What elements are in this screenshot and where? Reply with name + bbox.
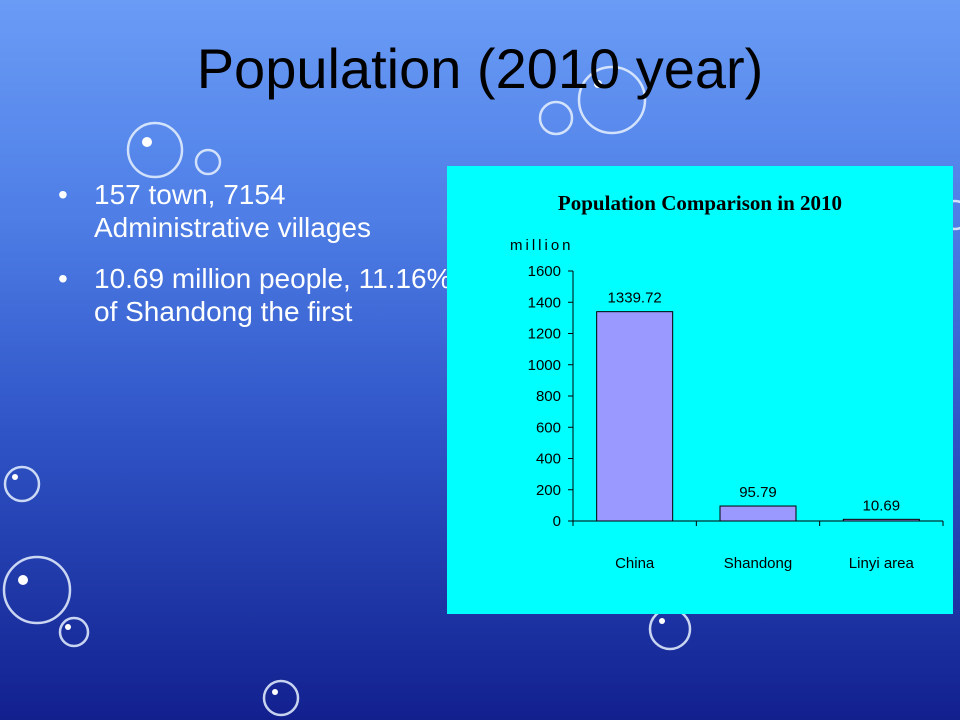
y-tick-label: 600 (536, 419, 561, 436)
bullet-dot: • (58, 179, 68, 210)
chart-title: Population Comparison in 2010 (558, 191, 842, 215)
data-label: 10.69 (863, 497, 901, 514)
slide-title: Population (2010 year) (196, 37, 764, 100)
x-tick-label: Linyi area (849, 555, 915, 572)
bullet-text: 10.69 million people, 11.16% of Shandong… (94, 263, 452, 327)
y-tick-label: 1000 (528, 357, 561, 374)
data-label: 95.79 (739, 484, 777, 501)
bar-0 (596, 311, 674, 522)
y-tick-label: 0 (553, 513, 561, 530)
bullet-item: • 10.69 million people, 11.16% of Shandon… (58, 262, 458, 328)
x-tick-label: Shandong (724, 555, 792, 572)
chart-panel: Population Comparison in 2010 million 0 200… (447, 166, 953, 614)
y-tick-label: 200 (536, 482, 561, 499)
data-label: 1339.72 (608, 290, 662, 307)
y-tick-label: 400 (536, 451, 561, 468)
bullet-list: • 157 town, 7154 Administrative villages … (58, 178, 458, 346)
y-tick-label: 1600 (528, 263, 561, 280)
y-axis-label: million (510, 237, 574, 254)
bar-1 (719, 505, 797, 522)
bullet-text: 157 town, 7154 Administrative villages (94, 179, 371, 243)
bar-chart: Population Comparison in 2010 million 0 200… (510, 191, 944, 572)
y-tick-label: 800 (536, 388, 561, 405)
y-tick-label: 1200 (528, 326, 561, 343)
bullet-dot: • (58, 263, 68, 294)
x-tick-label: China (615, 555, 655, 572)
y-tick-label: 1400 (528, 294, 561, 311)
bullet-item: • 157 town, 7154 Administrative villages (58, 178, 458, 244)
bar-2 (842, 518, 920, 522)
